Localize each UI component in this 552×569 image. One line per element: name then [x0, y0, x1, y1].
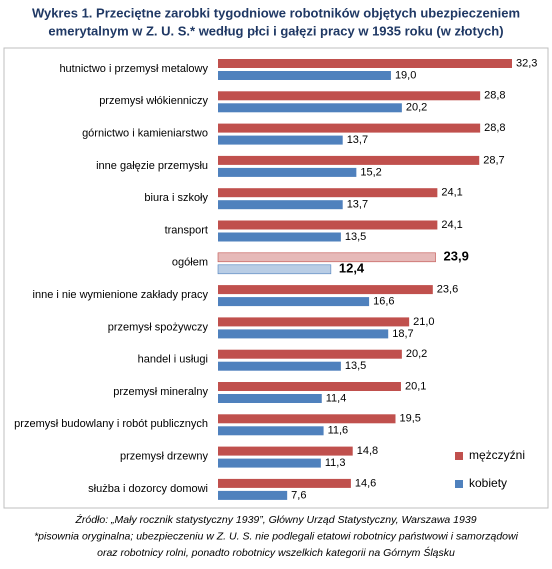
bar: [218, 59, 512, 68]
value-label: 7,6: [291, 489, 306, 501]
bar: [218, 232, 341, 242]
bar: [218, 329, 389, 339]
bar: [217, 264, 332, 275]
category-label: hutnictwo i przemysł metalowy: [59, 63, 208, 75]
category-label: przemysł włókienniczy: [99, 95, 208, 107]
bar: [218, 426, 324, 436]
chart-title: emerytalnym w Z. U. S.* według płci i ga…: [48, 23, 503, 38]
bar: [218, 135, 343, 145]
category-label: przemysł mineralny: [113, 386, 208, 398]
value-label: 14,8: [357, 445, 378, 457]
value-label: 13,7: [347, 134, 368, 146]
bar: [218, 361, 341, 371]
category-label: biura i szkoły: [144, 192, 208, 204]
bar: [218, 394, 322, 403]
value-label: 19,5: [399, 413, 420, 425]
value-label: 23,6: [437, 284, 458, 296]
bar: [218, 167, 357, 177]
bar: [218, 458, 321, 468]
value-label: 11,6: [328, 425, 349, 437]
value-label: 20,1: [405, 380, 426, 392]
bar: [218, 71, 391, 80]
bar: [218, 297, 370, 307]
bar: [218, 200, 343, 210]
bar: [218, 414, 396, 424]
legend-label: kobiety: [469, 476, 507, 490]
value-label: 19,0: [395, 69, 416, 81]
value-label: 23,9: [444, 249, 469, 264]
bar: [218, 103, 402, 113]
footnote: Źródło: „Mały rocznik statystyczny 1939”…: [74, 513, 476, 526]
value-label: 18,7: [392, 328, 413, 340]
category-label: transport: [165, 224, 208, 236]
category-label: inne gałęzie przemysłu: [96, 160, 208, 172]
value-label: 28,8: [484, 90, 505, 102]
value-label: 13,5: [345, 360, 366, 372]
value-label: 32,3: [516, 57, 537, 69]
bar: [217, 252, 436, 263]
value-label: 16,6: [373, 296, 394, 308]
bar: [218, 188, 438, 198]
bar: [218, 285, 433, 295]
value-label: 28,7: [483, 154, 504, 166]
bar: [218, 317, 410, 327]
category-label: przemysł drzewny: [120, 451, 209, 463]
value-label: 11,4: [326, 392, 347, 404]
bar: [218, 382, 401, 391]
value-label: 24,1: [441, 187, 462, 199]
category-label: przemysł spożywczy: [108, 321, 209, 333]
value-label: 11,3: [325, 457, 346, 469]
legend-label: mężczyźni: [469, 448, 525, 462]
chart-title: Wykres 1. Przeciętne zarobki tygodniowe …: [32, 5, 520, 20]
category-label: handel i usługi: [138, 354, 208, 366]
category-label: górnictwo i kamieniarstwo: [82, 128, 208, 140]
value-label: 21,0: [413, 316, 434, 328]
bar: [218, 155, 480, 165]
bar: [218, 123, 481, 133]
footnote: *pisownia oryginalna; ubezpieczeniu w Z.…: [34, 530, 519, 542]
value-label: 28,8: [484, 122, 505, 134]
value-label: 15,2: [360, 166, 381, 178]
category-label: przemysł budowlany i robót publicznych: [14, 418, 208, 430]
legend-swatch: [455, 480, 463, 488]
category-label: ogółem: [172, 257, 208, 269]
bar: [218, 478, 351, 488]
value-label: 13,7: [347, 199, 368, 211]
value-label: 20,2: [406, 348, 427, 360]
footnote: oraz robotnicy rolni, ponadto robotnicy …: [97, 546, 455, 559]
plot-frame: [3, 47, 549, 509]
legend-swatch: [455, 452, 463, 460]
value-label: 12,4: [339, 261, 365, 276]
bar: [218, 490, 288, 500]
bar: [218, 446, 353, 456]
value-label: 14,6: [355, 477, 376, 489]
value-label: 13,5: [345, 231, 366, 243]
bar: [218, 220, 438, 230]
category-label: inne i nie wymienione zakłady pracy: [33, 289, 209, 301]
bar: [218, 349, 402, 359]
value-label: 24,1: [441, 219, 462, 231]
bar: [218, 91, 481, 101]
category-label: służba i dozorcy domowi: [88, 483, 208, 495]
value-label: 20,2: [406, 102, 427, 114]
